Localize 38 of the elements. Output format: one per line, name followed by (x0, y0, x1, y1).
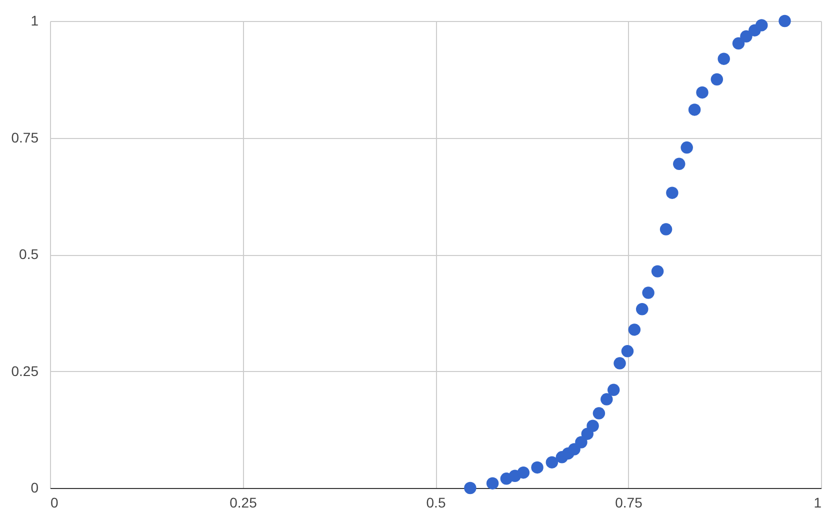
point (651, 265, 664, 278)
point (696, 86, 708, 99)
point (680, 141, 693, 154)
y-tick-label: 0 (30, 480, 39, 496)
point (778, 14, 791, 28)
y-tick-label: 0.25 (11, 362, 39, 379)
point (531, 461, 544, 474)
point (688, 104, 701, 116)
point (546, 456, 558, 468)
x-tick-label: 0 (50, 494, 58, 510)
point (710, 73, 724, 86)
x-tick-label: 1 (814, 494, 822, 510)
point (673, 158, 686, 170)
x-tick-label: 0.75 (615, 494, 643, 510)
point (464, 482, 476, 494)
point (740, 30, 752, 43)
point (575, 436, 588, 448)
point (517, 466, 530, 479)
point (636, 303, 648, 316)
point (666, 186, 678, 199)
point (718, 52, 730, 65)
point (756, 19, 768, 32)
point (660, 223, 672, 236)
x-tick-label: 0.25 (230, 494, 258, 510)
y-tick-label: 0.75 (11, 129, 39, 146)
point (607, 384, 620, 396)
point (600, 393, 613, 406)
point (586, 420, 599, 432)
x-tick-label: 0.5 (426, 494, 446, 510)
point (642, 286, 654, 299)
point (621, 345, 634, 358)
point (486, 477, 499, 490)
point (592, 407, 606, 420)
point (614, 357, 626, 370)
y-tick-label: 1 (30, 12, 39, 28)
y-tick-label: 0.5 (19, 246, 39, 262)
point (732, 37, 745, 50)
point (628, 324, 641, 336)
